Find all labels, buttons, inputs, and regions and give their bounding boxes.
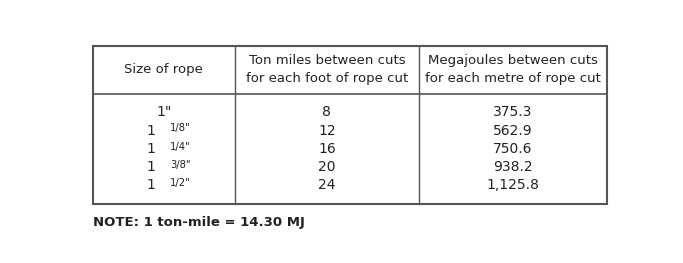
Text: 1: 1 (146, 142, 155, 156)
Text: 1: 1 (146, 160, 155, 174)
Text: Size of rope: Size of rope (124, 63, 204, 76)
Text: 1/8": 1/8" (170, 124, 191, 134)
Text: 12: 12 (318, 124, 336, 138)
Text: 750.6: 750.6 (493, 142, 533, 156)
Text: Megajoules between cuts
for each metre of rope cut: Megajoules between cuts for each metre o… (425, 54, 601, 85)
Text: 1: 1 (146, 124, 155, 138)
Text: 24: 24 (318, 178, 335, 193)
Bar (94, 46, 607, 204)
Text: 1,125.8: 1,125.8 (486, 178, 540, 193)
Text: 1: 1 (146, 178, 155, 193)
Text: 3/8": 3/8" (170, 160, 191, 170)
Text: 1": 1" (156, 105, 171, 119)
Text: 1/4": 1/4" (170, 142, 191, 152)
Text: NOTE: 1 ton-mile = 14.30 MJ: NOTE: 1 ton-mile = 14.30 MJ (94, 216, 305, 229)
Text: Ton miles between cuts
for each foot of rope cut: Ton miles between cuts for each foot of … (246, 54, 408, 85)
Text: 8: 8 (322, 105, 331, 119)
Text: 20: 20 (318, 160, 335, 174)
Text: 938.2: 938.2 (493, 160, 533, 174)
Text: 375.3: 375.3 (493, 105, 533, 119)
Text: 1/2": 1/2" (170, 178, 191, 188)
Text: 16: 16 (318, 142, 336, 156)
Text: 562.9: 562.9 (493, 124, 533, 138)
